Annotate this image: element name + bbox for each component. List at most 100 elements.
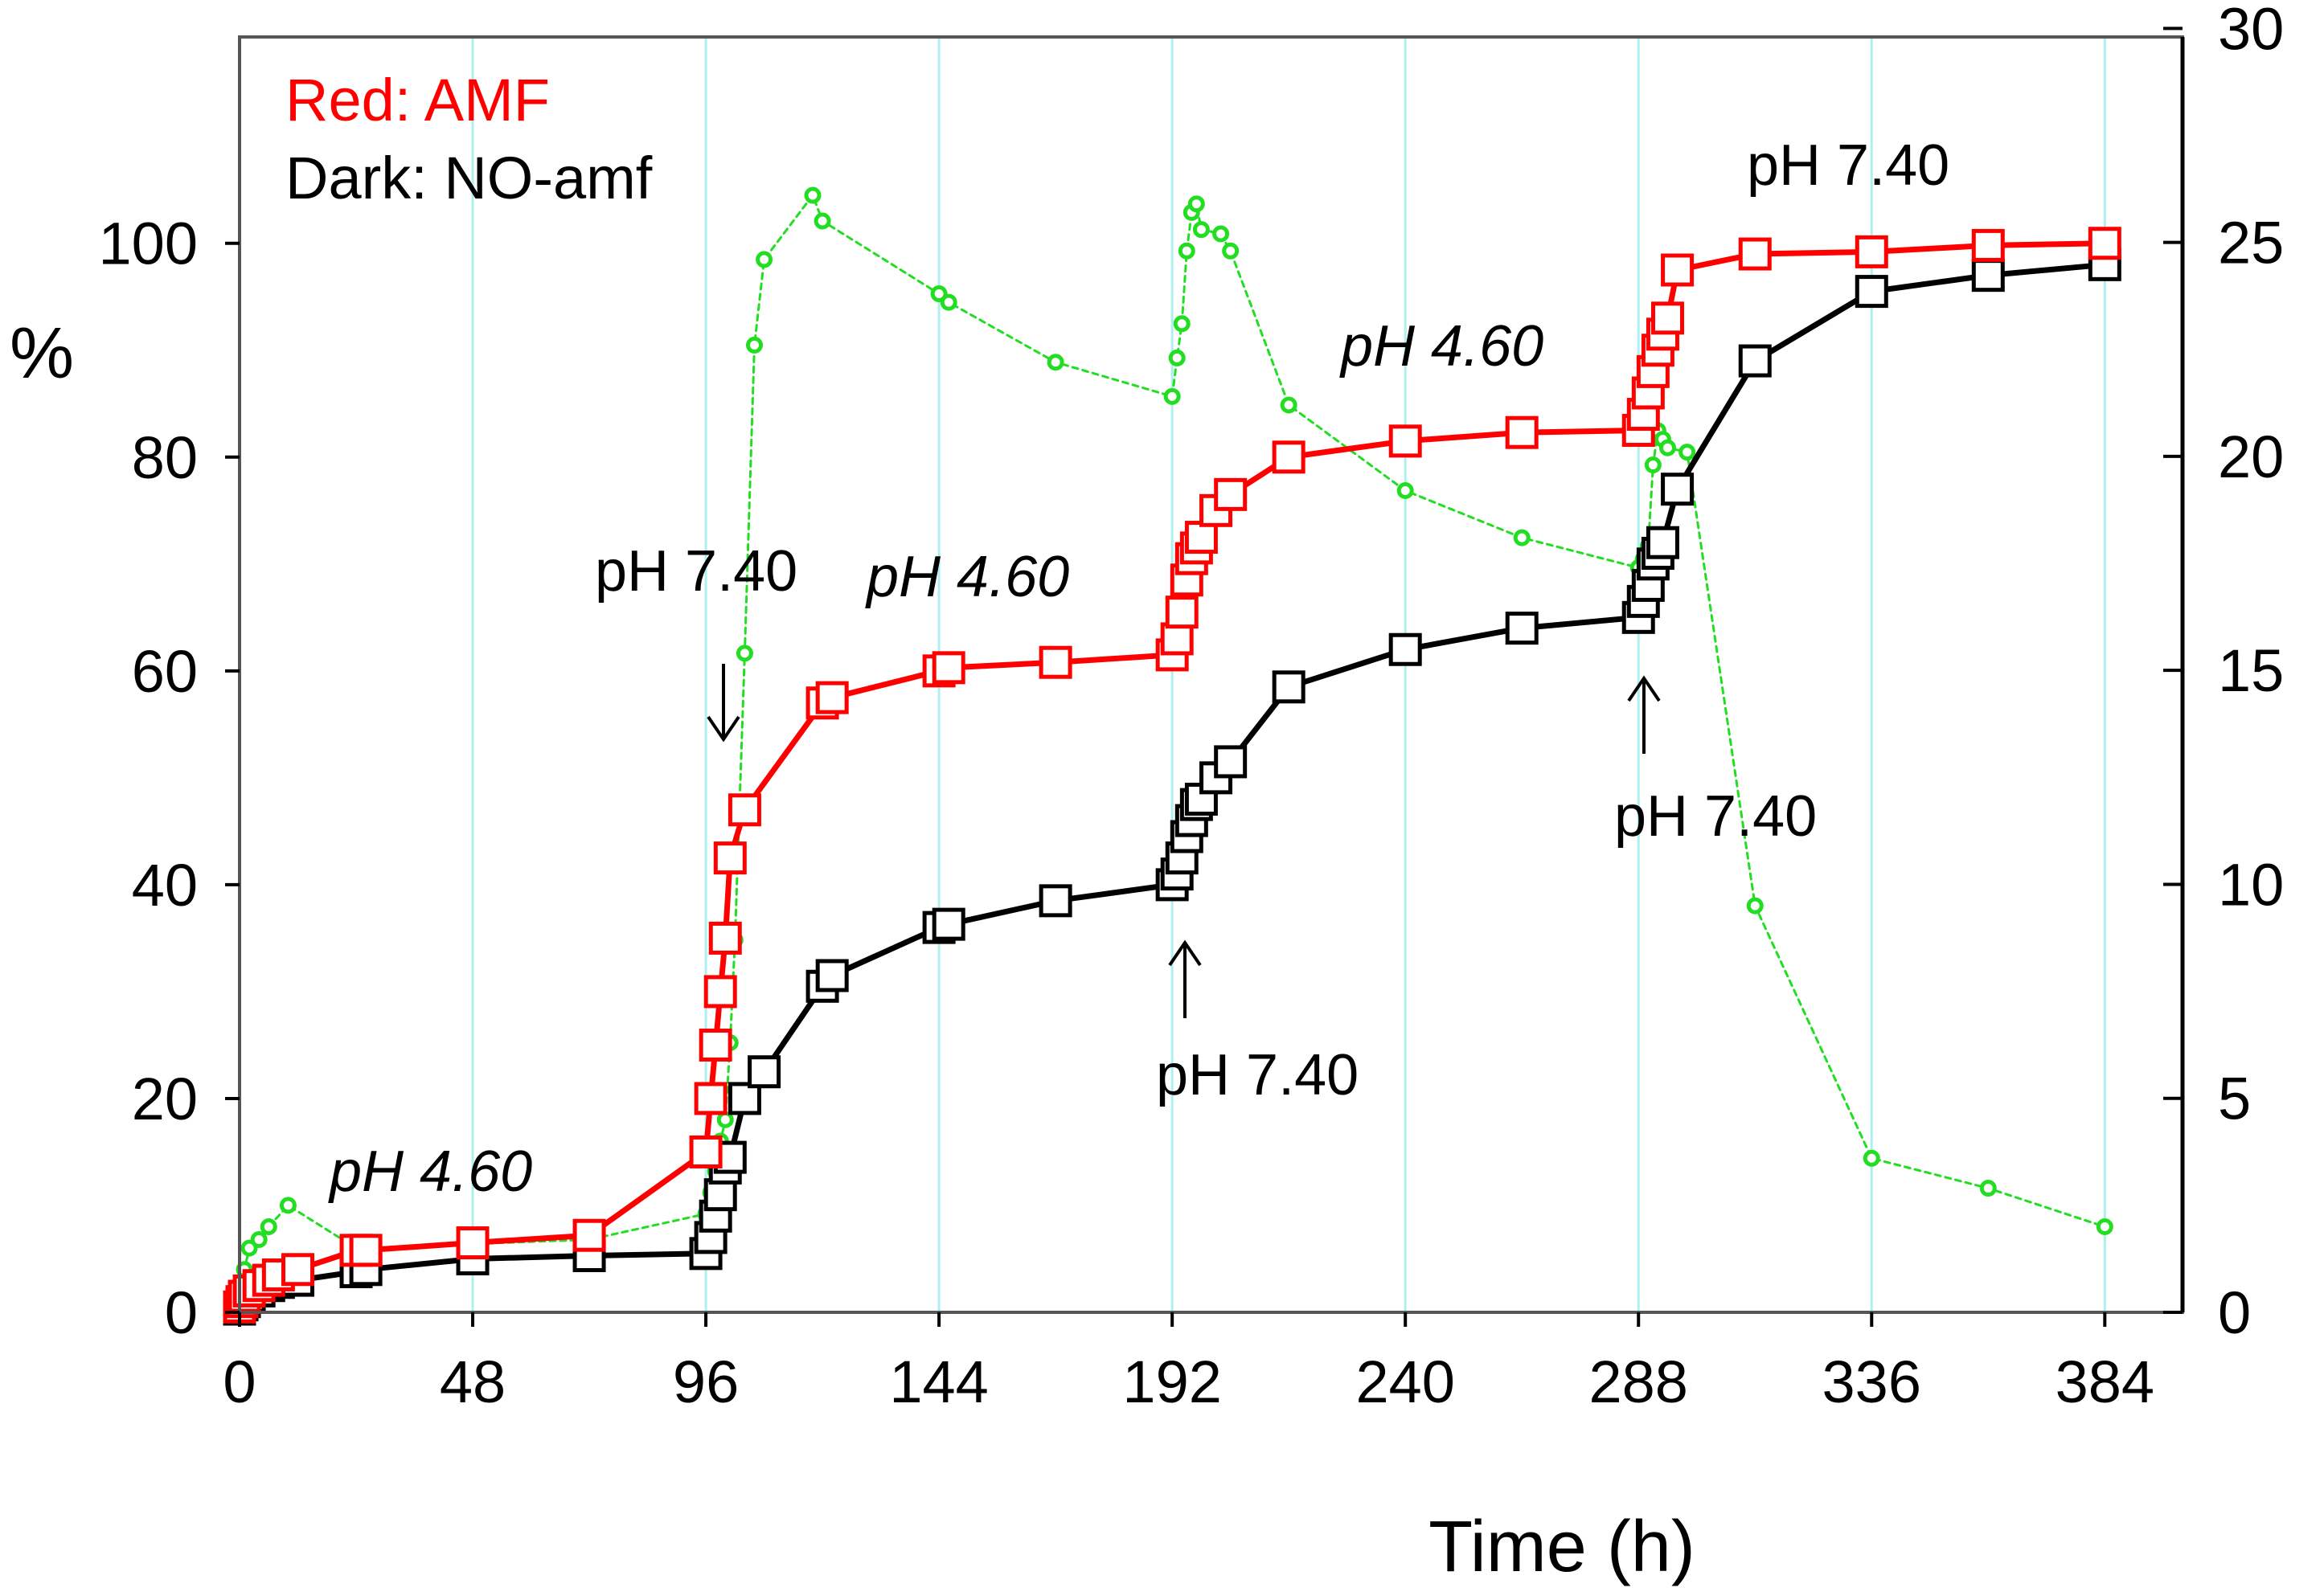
- data-point-amf: [1661, 253, 1695, 287]
- grid-layer: [238, 37, 2106, 1312]
- annotation-ph-740-first: pH 7.40: [595, 539, 797, 604]
- data-point-ph: [716, 1111, 734, 1128]
- x-tick-label: 240: [1355, 1348, 1454, 1415]
- data-point-ph: [1863, 1149, 1880, 1167]
- data-point-ph: [1746, 897, 1764, 915]
- series-layer: [223, 186, 2121, 1326]
- data-point-amf: [1039, 645, 1072, 679]
- y2-tick-label: 15: [2218, 637, 2284, 704]
- data-point-ph: [1658, 439, 1676, 456]
- data-point-amf: [728, 793, 761, 827]
- data-point-no_amf: [1661, 473, 1695, 506]
- data-point-amf: [708, 921, 742, 955]
- x-tick-label: 0: [223, 1348, 256, 1415]
- data-point-no_amf: [1971, 259, 2005, 293]
- data-point-ph: [746, 336, 764, 354]
- y2-tick-label: 0: [2218, 1279, 2251, 1346]
- series-amf: [223, 227, 2121, 1324]
- data-point-ph: [1168, 349, 1186, 366]
- data-point-no_amf: [1039, 884, 1072, 918]
- x-tick-label: 192: [1122, 1348, 1221, 1415]
- data-point-amf: [1272, 440, 1305, 474]
- annotation-ph-740-fourth: pH 7.40: [1747, 133, 1949, 198]
- arrow-up-icon: [1168, 939, 1202, 1018]
- data-point-ph: [1212, 225, 1230, 243]
- data-point-no_amf: [1505, 612, 1539, 645]
- data-point-amf: [1184, 521, 1218, 555]
- y2-tick-label: 30: [2218, 0, 2284, 62]
- annotations: pH 4.60 pH 7.40 pH 4.60 pH 7.40 pH 4.60 …: [328, 133, 1949, 1204]
- data-point-amf: [572, 1218, 606, 1252]
- data-point-ph: [1047, 354, 1064, 371]
- data-point-ph: [1396, 482, 1414, 500]
- data-point-no_amf: [1272, 670, 1305, 704]
- data-point-no_amf: [1855, 275, 1888, 309]
- arrow-up-icon: [1627, 675, 1661, 754]
- data-point-ph: [1173, 315, 1191, 333]
- arrow-down-icon: [707, 664, 740, 743]
- data-point-amf: [2088, 227, 2121, 260]
- data-point-ph: [940, 293, 957, 311]
- x-tick-label: 48: [440, 1348, 506, 1415]
- data-point-ph: [1163, 387, 1181, 405]
- legend-entry-no-amf: Dark: NO-amf: [285, 145, 653, 211]
- x-tick-label: 144: [889, 1348, 988, 1415]
- x-tick-label: 384: [2056, 1348, 2154, 1415]
- data-point-ph: [1192, 221, 1210, 239]
- legend: Red: AMF Dark: NO-amf: [285, 67, 653, 211]
- data-point-ph: [260, 1217, 277, 1235]
- y-axis-title: %: [10, 313, 74, 394]
- data-point-ph: [2096, 1217, 2113, 1235]
- data-point-ph: [1644, 456, 1662, 474]
- data-point-ph: [804, 186, 822, 204]
- data-point-no_amf: [1646, 526, 1679, 559]
- x-tick-label: 336: [1822, 1348, 1921, 1415]
- data-point-amf: [1505, 415, 1539, 449]
- x-tick-label: 288: [1589, 1348, 1688, 1415]
- data-point-ph: [1979, 1180, 1997, 1197]
- data-point-no_amf: [748, 1055, 781, 1089]
- data-point-amf: [699, 1028, 732, 1062]
- data-point-ph: [279, 1197, 297, 1214]
- annotation-ph-460-first: pH 4.60: [328, 1140, 532, 1204]
- data-point-amf: [689, 1135, 723, 1168]
- data-point-amf: [713, 841, 747, 875]
- y2-tick-label: 5: [2218, 1066, 2251, 1132]
- data-point-amf: [1650, 301, 1684, 335]
- x-tick-label: 96: [673, 1348, 739, 1415]
- data-point-amf: [456, 1226, 490, 1260]
- legend-entry-amf: Red: AMF: [285, 67, 550, 133]
- axis-layer: 0 48 96 144 192 240 288 336 384 0 20 40 60 80 100 0 5 10 1…: [99, 0, 2285, 1415]
- data-point-amf: [349, 1234, 383, 1267]
- data-point-ph: [1222, 242, 1240, 260]
- data-point-amf: [932, 651, 965, 685]
- data-point-no_amf: [1738, 344, 1772, 378]
- data-point-ph: [756, 251, 773, 268]
- data-point-amf: [1855, 235, 1888, 268]
- data-point-amf: [1388, 424, 1422, 458]
- annotation-ph-460-third: pH 4.60: [1339, 314, 1543, 379]
- y-tick-label: 0: [165, 1279, 198, 1346]
- y-tick-label: 100: [99, 211, 198, 277]
- data-point-amf: [694, 1082, 728, 1115]
- data-point-no_amf: [1388, 632, 1422, 666]
- data-point-no_amf: [728, 1082, 761, 1115]
- data-point-no_amf: [703, 1178, 737, 1212]
- data-point-amf: [815, 681, 849, 714]
- annotation-ph-460-second: pH 4.60: [865, 545, 1069, 609]
- data-point-amf: [281, 1253, 315, 1287]
- data-point-amf: [1971, 228, 2005, 262]
- data-point-no_amf: [815, 959, 849, 992]
- annotation-ph-740-third: pH 7.40: [1614, 784, 1817, 849]
- data-point-ph: [250, 1230, 268, 1248]
- data-point-ph: [1280, 396, 1297, 414]
- data-point-amf: [1214, 477, 1248, 511]
- y2-tick-label: 25: [2218, 210, 2284, 276]
- data-point-ph: [1678, 444, 1696, 461]
- y-tick-label: 80: [132, 424, 198, 491]
- data-point-ph: [1187, 195, 1205, 213]
- data-point-ph: [736, 645, 753, 662]
- y-tick-label: 60: [132, 638, 198, 705]
